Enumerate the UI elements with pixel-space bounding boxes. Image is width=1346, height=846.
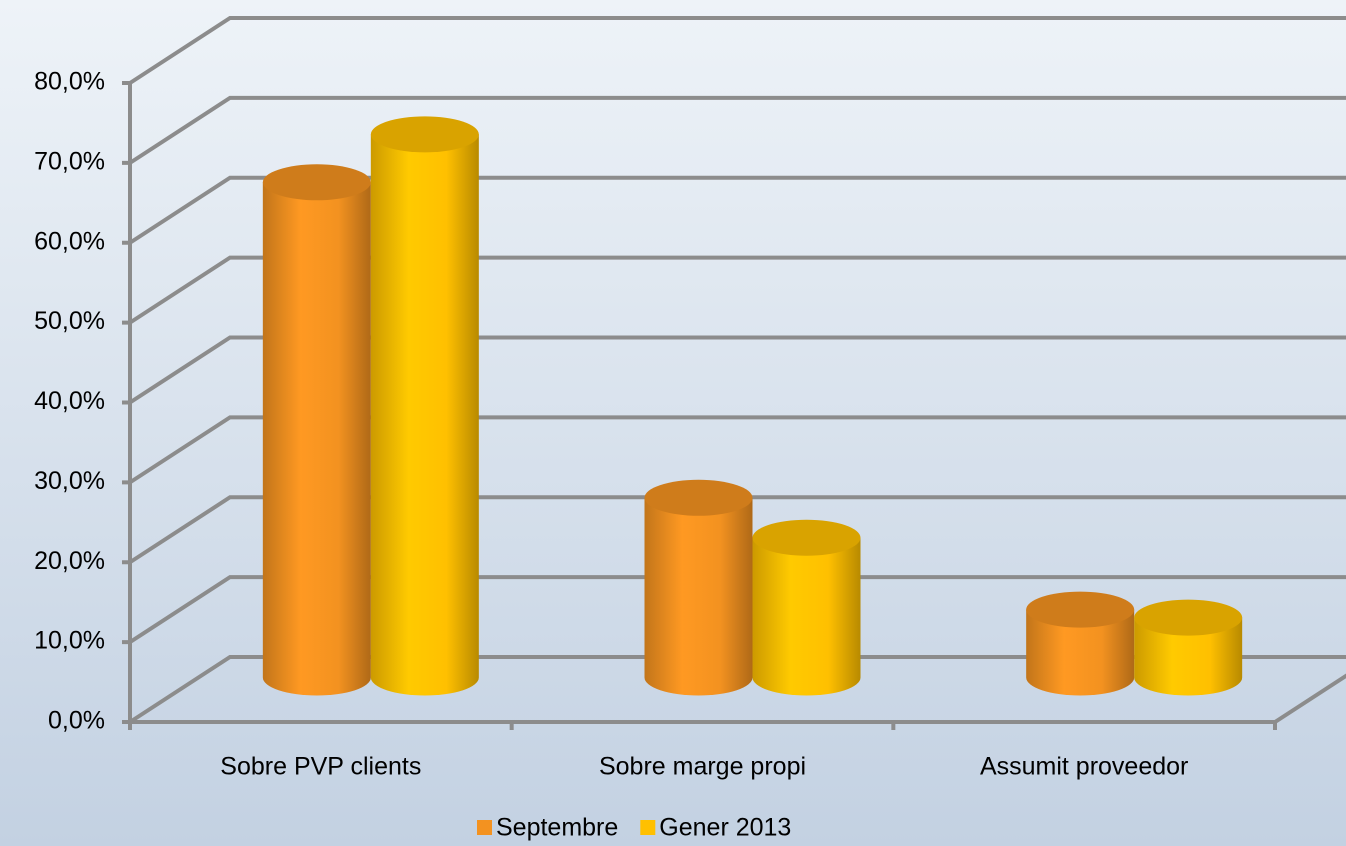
grid-line [128, 255, 1346, 325]
cylinder-body [262, 182, 371, 696]
cylinder [644, 479, 753, 696]
y-tick-label: 70,0% [34, 147, 105, 175]
x-tick-label: Sobre marge propi [599, 753, 806, 781]
cylinder-body [752, 537, 861, 696]
cylinder-top [1134, 599, 1243, 636]
y-tick-label: 80,0% [34, 68, 105, 96]
legend-swatch [640, 820, 656, 835]
cylinder [1026, 591, 1135, 696]
cylinder [1134, 599, 1243, 696]
y-tick-label: 0,0% [48, 707, 105, 735]
cylinder [262, 164, 371, 696]
cylinder-top [262, 164, 371, 201]
legend-label: Septembre [496, 814, 618, 842]
grid-line [128, 175, 1346, 245]
cylinder-top [370, 116, 479, 153]
y-tick-label: 20,0% [34, 547, 105, 575]
legend-swatch [477, 820, 492, 835]
y-tick-label: 60,0% [34, 227, 105, 255]
x-tick-label: Assumit proveedor [980, 753, 1188, 781]
grid-line [128, 16, 1346, 85]
grid-line [128, 415, 1346, 485]
cylinder-top [644, 479, 753, 516]
grid-line [128, 95, 1346, 165]
grid-line [128, 655, 1346, 724]
cylinder-body [370, 134, 479, 696]
y-tick-label: 10,0% [34, 627, 105, 655]
cylinder-body [1134, 617, 1243, 696]
y-tick-label: 40,0% [34, 387, 105, 415]
cylinder-body [1026, 609, 1135, 696]
cylinder [370, 116, 479, 696]
legend-label: Gener 2013 [659, 814, 791, 842]
cylinder-body [644, 497, 753, 696]
grid-line [128, 575, 1346, 644]
grid-line [128, 495, 1346, 564]
y-tick-label: 50,0% [34, 307, 105, 335]
cylinder-top [1026, 591, 1135, 628]
y-tick-label: 30,0% [34, 467, 105, 495]
cylinder-top [752, 519, 861, 556]
x-tick-label: Sobre PVP clients [220, 753, 421, 781]
cylinder [752, 519, 861, 696]
grid-line [128, 335, 1346, 405]
